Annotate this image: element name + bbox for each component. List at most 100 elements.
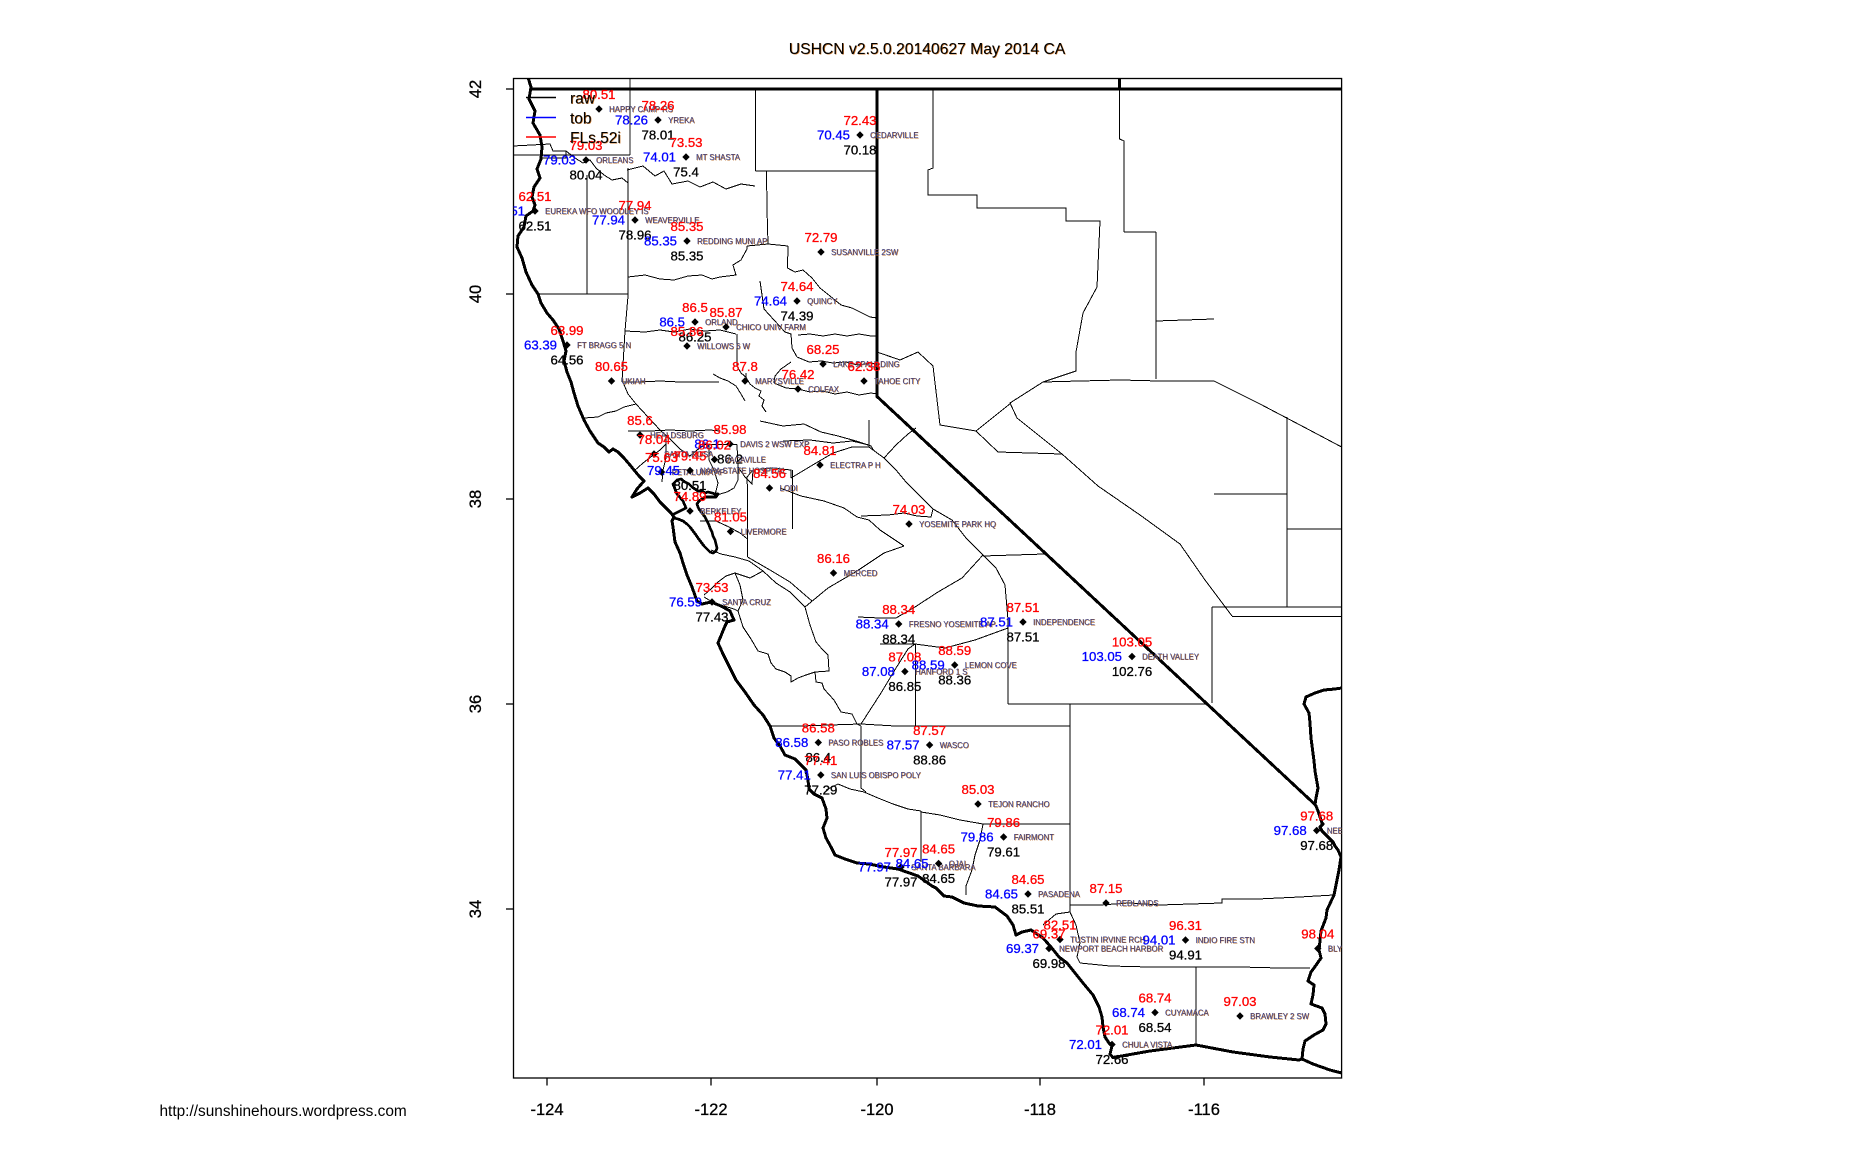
svg-text:DEATH VALLEY: DEATH VALLEY bbox=[1143, 653, 1201, 662]
svg-text:74.03: 74.03 bbox=[892, 502, 925, 517]
svg-text:-120: -120 bbox=[860, 1101, 893, 1119]
svg-text:77.94: 77.94 bbox=[592, 213, 625, 228]
svg-text:79.86: 79.86 bbox=[987, 815, 1020, 830]
svg-text:77.29: 77.29 bbox=[804, 783, 837, 798]
svg-text:YREKA: YREKA bbox=[669, 117, 696, 126]
svg-text:NEEDLES: NEEDLES bbox=[1327, 827, 1363, 836]
svg-text:42: 42 bbox=[467, 80, 485, 98]
svg-text:84.81: 84.81 bbox=[803, 443, 836, 458]
svg-text:WEAVERVILLE: WEAVERVILLE bbox=[645, 216, 699, 225]
svg-text:YREKA: YREKA bbox=[668, 116, 695, 125]
svg-text:63.99: 63.99 bbox=[550, 323, 583, 338]
svg-text:MT SHASTA: MT SHASTA bbox=[696, 153, 741, 162]
svg-text:CHICO UNIV FARM: CHICO UNIV FARM bbox=[736, 323, 806, 332]
svg-text:FT BRAGG 5 N: FT BRAGG 5 N bbox=[577, 341, 631, 350]
svg-text:PETALUMA AP: PETALUMA AP bbox=[672, 469, 725, 478]
svg-text:WASCO: WASCO bbox=[940, 741, 969, 750]
svg-text:ELECTRA P H: ELECTRA P H bbox=[831, 462, 882, 471]
svg-text:97.03: 97.03 bbox=[1223, 994, 1256, 1009]
svg-text:84.65: 84.65 bbox=[985, 887, 1018, 902]
svg-text:ORLEANS: ORLEANS bbox=[597, 157, 634, 166]
svg-text:CHICO UNIV FARM: CHICO UNIV FARM bbox=[737, 324, 807, 333]
svg-text:38: 38 bbox=[467, 490, 485, 508]
svg-text:88.59: 88.59 bbox=[938, 643, 971, 658]
svg-text:79.61: 79.61 bbox=[987, 845, 1020, 860]
svg-text:TAHOE CITY: TAHOE CITY bbox=[874, 377, 921, 386]
svg-text:raw: raw bbox=[570, 91, 596, 108]
svg-text:LIVERMORE: LIVERMORE bbox=[741, 528, 787, 537]
svg-text:79.45: 79.45 bbox=[673, 449, 706, 464]
svg-text:QUINCY: QUINCY bbox=[808, 298, 839, 307]
svg-text:WASCO: WASCO bbox=[940, 742, 969, 751]
svg-text:PETALUMA AP: PETALUMA AP bbox=[672, 468, 725, 477]
svg-text:ORLEANS: ORLEANS bbox=[596, 156, 633, 165]
svg-text:64.56: 64.56 bbox=[550, 353, 583, 368]
svg-text:SAN LUIS OBISPO POLY: SAN LUIS OBISPO POLY bbox=[831, 772, 922, 781]
svg-text:86.1: 86.1 bbox=[694, 437, 720, 452]
svg-text:72.43: 72.43 bbox=[843, 113, 876, 128]
svg-text:85.03: 85.03 bbox=[961, 782, 994, 797]
svg-text:INDEPENDENCE: INDEPENDENCE bbox=[1033, 618, 1095, 627]
svg-text:EUREKA WFO WOODLEY IS: EUREKA WFO WOODLEY IS bbox=[545, 207, 648, 216]
svg-text:62.51: 62.51 bbox=[518, 219, 551, 234]
svg-text:HAPPY CAMP RS: HAPPY CAMP RS bbox=[610, 106, 674, 115]
svg-text:86.5: 86.5 bbox=[682, 300, 708, 315]
svg-text:SANTA ROSA: SANTA ROSA bbox=[664, 450, 714, 459]
svg-text:COLFAX: COLFAX bbox=[808, 385, 840, 394]
svg-text:BLYTHE: BLYTHE bbox=[1328, 945, 1358, 954]
svg-text:80.04: 80.04 bbox=[569, 168, 602, 183]
svg-text:SANTA BARBARA: SANTA BARBARA bbox=[912, 864, 977, 873]
svg-text:77.97: 77.97 bbox=[858, 860, 891, 875]
svg-text:MARYSVILLE: MARYSVILLE bbox=[755, 377, 804, 386]
svg-text:MERCED: MERCED bbox=[844, 569, 878, 578]
svg-text:79.03: 79.03 bbox=[569, 138, 602, 153]
svg-text:FRESNO YOSEMITE AP: FRESNO YOSEMITE AP bbox=[909, 620, 996, 629]
svg-text:77.41: 77.41 bbox=[778, 768, 811, 783]
svg-text:DAVIS 2 WSW EXP: DAVIS 2 WSW EXP bbox=[741, 441, 810, 450]
svg-text:96.31: 96.31 bbox=[1169, 918, 1202, 933]
svg-text:ORLAND: ORLAND bbox=[706, 319, 739, 328]
svg-text:70.45: 70.45 bbox=[817, 128, 850, 143]
svg-text:SANTA CRUZ: SANTA CRUZ bbox=[722, 598, 771, 607]
svg-text:87.51: 87.51 bbox=[1006, 600, 1039, 615]
svg-text:68.25: 68.25 bbox=[806, 342, 839, 357]
svg-text:REDDING MUNI AP: REDDING MUNI AP bbox=[697, 237, 767, 246]
svg-text:80.51: 80.51 bbox=[673, 478, 706, 493]
svg-text:USHCN v2.5.0.20140627 May 2014: USHCN v2.5.0.20140627 May 2014 CA bbox=[789, 42, 1066, 59]
svg-text:COLFAX: COLFAX bbox=[809, 386, 841, 395]
svg-text:86.85: 86.85 bbox=[888, 679, 921, 694]
svg-text:CEDARVILLE: CEDARVILLE bbox=[870, 131, 918, 140]
svg-text:LODI: LODI bbox=[780, 484, 798, 493]
svg-text:76.42: 76.42 bbox=[781, 367, 814, 382]
svg-text:CUYAMACA: CUYAMACA bbox=[1166, 1009, 1210, 1018]
svg-text:68.54: 68.54 bbox=[1138, 1020, 1171, 1035]
svg-text:INDIO FIRE STN: INDIO FIRE STN bbox=[1196, 936, 1255, 945]
svg-text:97.68: 97.68 bbox=[1300, 809, 1333, 824]
svg-text:77.97: 77.97 bbox=[884, 845, 917, 860]
svg-text:WEAVERVILLE: WEAVERVILLE bbox=[646, 217, 700, 226]
svg-text:NAPA STATE HOSPITAL: NAPA STATE HOSPITAL bbox=[701, 467, 788, 476]
svg-text:NEWPORT BEACH HARBOR: NEWPORT BEACH HARBOR bbox=[1060, 945, 1164, 954]
svg-text:OJAI: OJAI bbox=[949, 860, 966, 869]
svg-text:70.18: 70.18 bbox=[843, 143, 876, 158]
svg-text:74.64: 74.64 bbox=[754, 294, 787, 309]
svg-text:97.68: 97.68 bbox=[1300, 838, 1333, 853]
svg-text:78.26: 78.26 bbox=[615, 113, 648, 128]
svg-text:78.26: 78.26 bbox=[641, 98, 674, 113]
svg-text:40: 40 bbox=[467, 285, 485, 303]
svg-text:USHCN v2.5.0.20140627 May 2014: USHCN v2.5.0.20140627 May 2014 CA bbox=[789, 41, 1066, 58]
svg-text:TEJON RANCHO: TEJON RANCHO bbox=[988, 800, 1050, 809]
svg-text:BRAWLEY 2 SW: BRAWLEY 2 SW bbox=[1251, 1013, 1311, 1022]
svg-text:INDEPENDENCE: INDEPENDENCE bbox=[1034, 619, 1096, 628]
svg-text:CHULA VISTA: CHULA VISTA bbox=[1122, 1041, 1173, 1050]
svg-text:REDLANDS: REDLANDS bbox=[1117, 900, 1159, 909]
svg-text:74.39: 74.39 bbox=[780, 309, 813, 324]
svg-text:73.53: 73.53 bbox=[669, 135, 702, 150]
svg-text:69.37: 69.37 bbox=[1032, 927, 1065, 942]
svg-text:77.41: 77.41 bbox=[804, 753, 837, 768]
svg-text:87.51: 87.51 bbox=[980, 615, 1013, 630]
svg-text:SUSANVILLE 2SW: SUSANVILLE 2SW bbox=[832, 249, 900, 258]
svg-text:BERKELEY: BERKELEY bbox=[700, 507, 742, 516]
svg-text:77.94: 77.94 bbox=[618, 198, 651, 213]
svg-text:87.08: 87.08 bbox=[888, 650, 921, 665]
